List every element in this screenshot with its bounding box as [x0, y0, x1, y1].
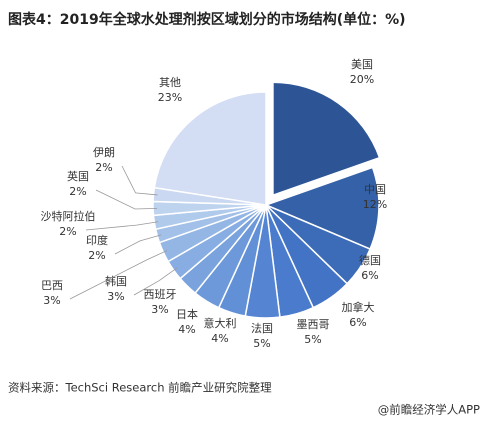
- slice-label: 美国: [351, 58, 373, 71]
- slice-label: 巴西: [41, 279, 63, 292]
- slice-value: 5%: [253, 337, 270, 350]
- slice-label: 韩国: [105, 274, 127, 288]
- slice-value: 4%: [211, 332, 228, 345]
- chart-title: 图表4：2019年全球水处理剂按区域划分的市场结构(单位：%): [8, 11, 406, 28]
- slice-label: 日本: [176, 307, 198, 321]
- footer: @前瞻经济学人APP: [378, 403, 480, 417]
- slice-label: 沙特阿拉伯: [41, 209, 96, 223]
- slice-value: 23%: [158, 91, 182, 104]
- slice-label: 中国: [364, 183, 386, 196]
- pie-slice: [272, 81, 381, 197]
- slice-value: 2%: [95, 161, 112, 174]
- slice-label: 意大利: [204, 316, 237, 330]
- slice-value: 3%: [43, 294, 60, 307]
- slice-value: 4%: [178, 323, 195, 336]
- slice-value: 12%: [363, 198, 387, 211]
- pie-slice: [153, 91, 267, 206]
- slice-label: 西班牙: [144, 288, 177, 301]
- pie-slice: [263, 166, 380, 251]
- slice-label: 其他: [159, 76, 181, 89]
- slice-value: 3%: [107, 290, 124, 303]
- slice-label: 墨西哥: [297, 318, 330, 331]
- leader-line: [69, 250, 168, 300]
- slice-value: 6%: [361, 269, 378, 282]
- source: 资料来源：TechSci Research 前瞻产业研究院整理: [8, 381, 272, 395]
- slice-value: 2%: [88, 249, 105, 262]
- slice-label: 伊朗: [93, 146, 115, 159]
- slice-label: 印度: [86, 233, 108, 247]
- slice-label: 英国: [67, 169, 89, 183]
- leader-line: [85, 221, 159, 231]
- slice-value: 2%: [69, 185, 86, 198]
- slice-value: 2%: [59, 225, 76, 238]
- slice-label: 德国: [359, 253, 381, 267]
- slice-label: 法国: [251, 321, 273, 335]
- leader-line: [133, 267, 178, 296]
- slice-value: 5%: [304, 333, 321, 346]
- slice-value: 6%: [349, 316, 366, 329]
- slice-label: 加拿大: [342, 300, 375, 314]
- leader-line: [95, 189, 158, 210]
- slice-value: 3%: [151, 303, 168, 316]
- slice-value: 20%: [350, 73, 374, 86]
- leader-line: [121, 165, 158, 196]
- leader-line: [114, 234, 162, 255]
